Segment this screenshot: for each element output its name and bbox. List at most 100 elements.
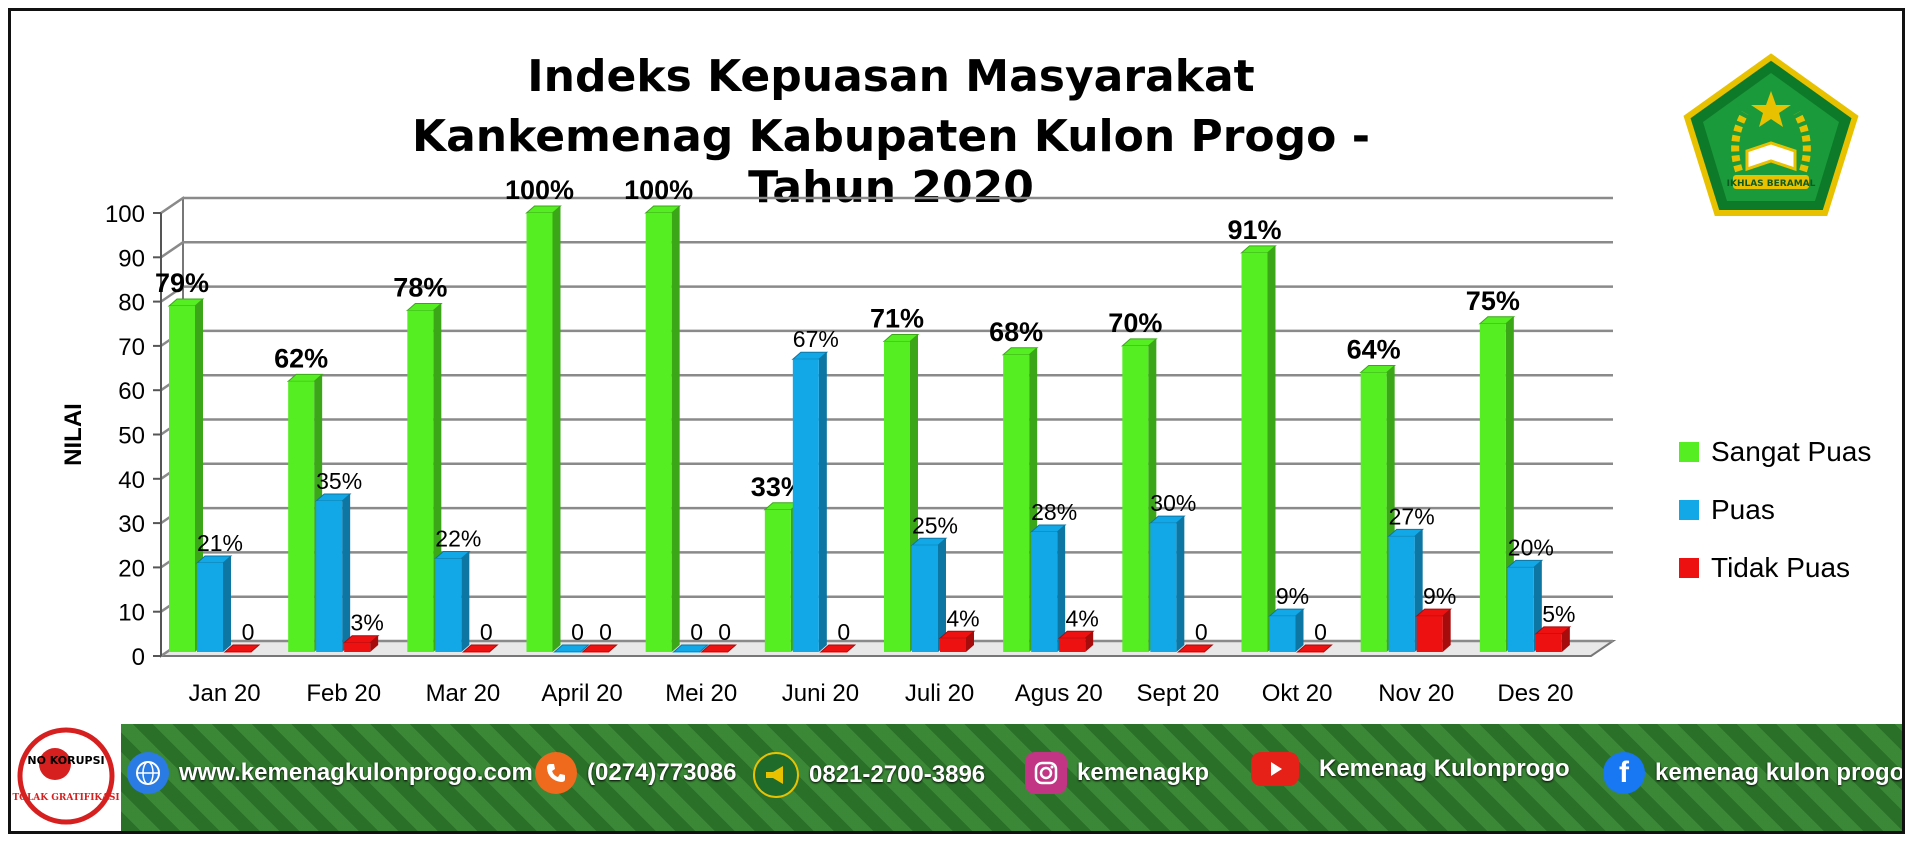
data-label: 0 bbox=[718, 619, 731, 645]
footer-website[interactable]: www.kemenagkulonprogo.com bbox=[127, 752, 533, 794]
bar-puas bbox=[1031, 531, 1058, 652]
legend-swatch bbox=[1679, 558, 1699, 578]
footer-facebook-text: kemenag kulon progo bbox=[1655, 759, 1905, 786]
legend-item: Tidak Puas bbox=[1679, 539, 1871, 597]
bar-tidak-puas bbox=[1297, 652, 1324, 653]
y-tick-label: 20 bbox=[118, 555, 145, 582]
legend-label: Tidak Puas bbox=[1711, 552, 1851, 583]
data-label: 4% bbox=[1066, 605, 1099, 631]
footer-youtube[interactable]: Kemenag Kulonprogo bbox=[1251, 752, 1570, 786]
bar-sangat-puas bbox=[169, 306, 195, 652]
bar-tidak-puas bbox=[940, 638, 966, 652]
data-label: 0 bbox=[599, 619, 612, 645]
bar-side bbox=[342, 493, 351, 652]
youtube-icon bbox=[1251, 752, 1299, 786]
legend-label: Puas bbox=[1711, 494, 1775, 525]
gridline bbox=[160, 241, 1613, 259]
y-tick-label: 40 bbox=[118, 467, 145, 494]
bar-side bbox=[1176, 516, 1185, 652]
infographic-frame: Indeks Kepuasan Masyarakat Kankemenag Ka… bbox=[8, 8, 1905, 834]
data-label: 5% bbox=[1542, 601, 1575, 627]
footer-facebook[interactable]: f kemenag kulon progo bbox=[1603, 752, 1905, 794]
footer-instagram-text: kemenagkp bbox=[1077, 759, 1210, 786]
bar-tidak-puas bbox=[1059, 638, 1086, 652]
footer-instagram[interactable]: kemenagkp bbox=[1025, 752, 1209, 794]
bar-tidak-puas bbox=[344, 642, 371, 652]
gridline bbox=[160, 196, 1613, 215]
data-label: 79% bbox=[155, 268, 209, 298]
bar-tidak-puas bbox=[701, 652, 728, 653]
gridline bbox=[160, 285, 1613, 303]
bar-tidak-puas bbox=[463, 652, 490, 653]
data-label: 21% bbox=[197, 530, 243, 556]
x-tick-label: Juni 20 bbox=[782, 680, 859, 707]
bar-sangat-puas bbox=[645, 213, 672, 652]
y-axis-title: NILAI bbox=[60, 403, 87, 466]
data-label: 0 bbox=[242, 619, 255, 645]
data-label: 22% bbox=[435, 526, 481, 552]
footer-youtube-text: Kemenag Kulonprogo bbox=[1319, 755, 1570, 782]
kemenag-emblem-icon: IKHLAS BERAMAL bbox=[1679, 51, 1864, 221]
y-tick-label: 70 bbox=[118, 334, 145, 361]
data-label: 9% bbox=[1423, 583, 1456, 609]
data-label: 67% bbox=[793, 326, 839, 352]
bar-chart: 0 10 20 30 40 50 60 70 80 90 100 NILAI 79% 21% 0 Jan 20… bbox=[60, 175, 1617, 707]
megaphone-icon bbox=[753, 752, 799, 798]
data-label: 0 bbox=[1314, 619, 1327, 645]
bar-side bbox=[1561, 626, 1570, 652]
data-label: 100% bbox=[624, 175, 693, 205]
data-label: 68% bbox=[989, 317, 1043, 347]
bar-sangat-puas bbox=[288, 381, 315, 652]
footer-bar: NO KORUPSI TOLAK GRATIFIKASI www.kemenag… bbox=[11, 724, 1902, 831]
footer-phone[interactable]: (0274)773086 bbox=[535, 752, 736, 794]
bar-side bbox=[552, 206, 561, 652]
web-icon bbox=[127, 752, 169, 794]
data-label: 27% bbox=[1389, 503, 1435, 529]
bar-sangat-puas bbox=[1360, 372, 1387, 652]
x-tick-label: Mei 20 bbox=[665, 680, 737, 707]
data-label: 70% bbox=[1108, 308, 1162, 338]
bar-puas bbox=[197, 562, 223, 652]
data-label: 78% bbox=[393, 272, 447, 302]
legend-item: Puas bbox=[1679, 481, 1871, 539]
data-label: 62% bbox=[274, 343, 328, 373]
bar-side bbox=[1295, 609, 1304, 652]
bar-puas bbox=[673, 652, 700, 653]
legend-item: Sangat Puas bbox=[1679, 423, 1871, 481]
bar-puas bbox=[316, 500, 343, 652]
legend-swatch bbox=[1679, 442, 1699, 462]
y-tick-label: 100 bbox=[105, 201, 145, 228]
bar-sangat-puas bbox=[1479, 323, 1506, 652]
chart-title-line1: Indeks Kepuasan Masyarakat bbox=[527, 51, 1255, 102]
bar-tidak-puas bbox=[582, 652, 609, 653]
legend-label: Sangat Puas bbox=[1711, 436, 1872, 467]
data-label: 0 bbox=[837, 619, 850, 645]
gratifikasi-text2: TOLAK GRATIFIKASI bbox=[12, 793, 119, 803]
bar-sangat-puas bbox=[407, 310, 434, 652]
bar-side bbox=[1533, 560, 1542, 652]
y-tick-label: 90 bbox=[118, 245, 145, 272]
x-tick-label: Juli 20 bbox=[905, 680, 974, 707]
data-label: 35% bbox=[316, 468, 362, 494]
bar-tidak-puas bbox=[1178, 652, 1205, 653]
data-label: 0 bbox=[571, 619, 584, 645]
bar-side bbox=[966, 631, 974, 652]
y-tick-label: 80 bbox=[118, 290, 145, 317]
bar-side bbox=[1442, 609, 1451, 652]
bar-puas bbox=[1507, 567, 1534, 652]
x-tick-label: Des 20 bbox=[1497, 680, 1573, 707]
data-label: 9% bbox=[1276, 583, 1309, 609]
footer-pengaduan[interactable]: 0821-2700-3896 bbox=[753, 752, 985, 798]
data-label: 75% bbox=[1466, 286, 1520, 316]
data-label: 20% bbox=[1508, 534, 1554, 560]
legend-swatch bbox=[1679, 500, 1699, 520]
instagram-icon bbox=[1025, 752, 1067, 794]
x-tick-label: April 20 bbox=[541, 680, 622, 707]
data-label: 0 bbox=[690, 619, 703, 645]
x-tick-label: Mar 20 bbox=[426, 680, 501, 707]
footer-pengaduan-text: 0821-2700-3896 bbox=[809, 761, 986, 788]
bar-puas bbox=[435, 558, 462, 652]
data-label: 0 bbox=[480, 619, 493, 645]
bar-side bbox=[1085, 631, 1094, 652]
bar-sangat-puas bbox=[1241, 252, 1268, 652]
